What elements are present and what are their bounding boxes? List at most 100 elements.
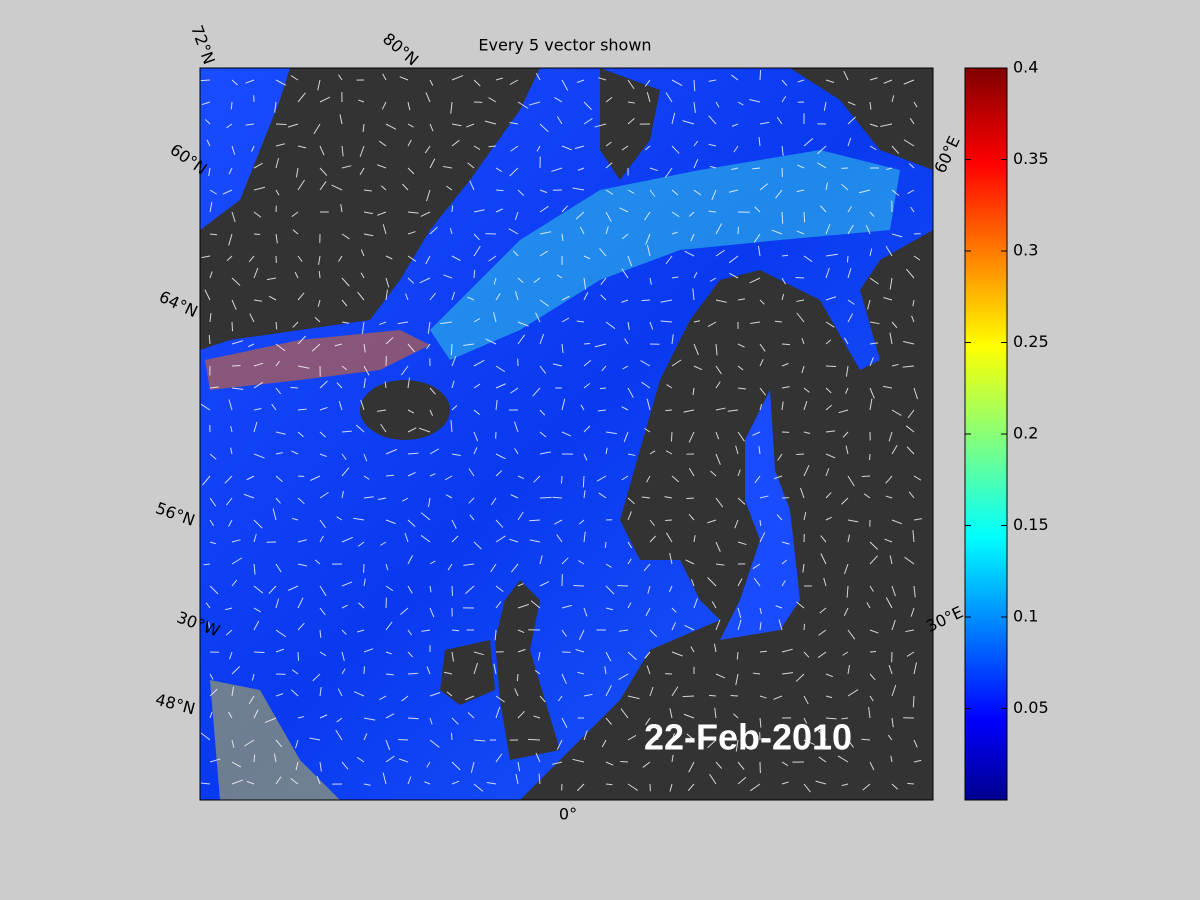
vector-arrow bbox=[868, 706, 871, 719]
vector-arrow bbox=[561, 673, 567, 684]
map-frame bbox=[199, 67, 934, 801]
vector-arrow bbox=[690, 646, 695, 653]
vector-arrow bbox=[621, 299, 629, 303]
vector-arrow bbox=[693, 79, 696, 92]
vector-arrow bbox=[493, 663, 497, 675]
vector-arrow bbox=[666, 384, 673, 389]
vector-arrow bbox=[495, 706, 501, 719]
vector-arrow bbox=[646, 398, 651, 411]
vector-arrow bbox=[737, 387, 747, 390]
vector-arrow bbox=[341, 629, 347, 635]
vector-arrow bbox=[644, 145, 651, 151]
vector-arrow bbox=[407, 519, 416, 528]
vector-arrow bbox=[733, 713, 739, 719]
vector-arrow bbox=[886, 167, 893, 171]
vector-arrow bbox=[363, 783, 371, 786]
vector-arrow bbox=[727, 409, 739, 412]
vector-arrow bbox=[846, 585, 849, 598]
vector-arrow bbox=[561, 398, 566, 411]
colorbar-scale bbox=[964, 67, 1008, 801]
vector-arrow bbox=[671, 276, 679, 279]
vector-arrow bbox=[759, 495, 769, 499]
vector-arrow bbox=[451, 139, 460, 147]
vector-arrow bbox=[905, 629, 915, 633]
vector-arrow bbox=[536, 145, 541, 152]
vector-arrow bbox=[621, 268, 629, 279]
vector-arrow bbox=[825, 296, 837, 301]
vector-arrow bbox=[429, 739, 440, 748]
vector-arrow bbox=[231, 387, 244, 390]
vector-arrow bbox=[795, 673, 805, 682]
vector-arrow bbox=[314, 316, 321, 323]
vector-arrow bbox=[671, 231, 678, 235]
vector-arrow bbox=[803, 651, 810, 658]
vector-arrow bbox=[847, 664, 850, 675]
vector-arrow bbox=[577, 783, 585, 792]
vector-arrow bbox=[451, 75, 464, 81]
vector-arrow bbox=[535, 72, 541, 81]
vector-arrow bbox=[247, 343, 255, 348]
vector-arrow bbox=[451, 535, 459, 543]
current-band bbox=[210, 680, 340, 800]
vector-arrow bbox=[671, 189, 679, 196]
vector-arrow bbox=[358, 99, 365, 103]
vector-arrow bbox=[485, 338, 497, 345]
vector-arrow bbox=[473, 245, 481, 257]
vector-arrow bbox=[803, 431, 811, 434]
vector-arrow bbox=[604, 666, 607, 675]
vector-arrow bbox=[463, 343, 475, 347]
vector-arrow bbox=[777, 453, 783, 461]
vector-arrow bbox=[823, 101, 827, 111]
vector-arrow bbox=[447, 563, 453, 571]
vector-arrow bbox=[627, 511, 632, 521]
vector-arrow bbox=[618, 673, 629, 680]
vector-arrow bbox=[572, 758, 585, 763]
vector-arrow bbox=[737, 619, 742, 631]
vector-arrow bbox=[231, 299, 237, 310]
vector-arrow bbox=[539, 409, 546, 416]
vector-arrow bbox=[598, 77, 607, 81]
vector-arrow bbox=[341, 761, 349, 770]
vector-arrow bbox=[847, 519, 859, 523]
vector-arrow bbox=[869, 555, 879, 565]
vector-arrow bbox=[605, 211, 612, 222]
vector-arrow bbox=[513, 250, 519, 257]
vector-arrow bbox=[399, 76, 409, 81]
vector-arrow bbox=[903, 340, 915, 345]
vector-arrow bbox=[226, 255, 233, 262]
vector-arrow bbox=[266, 277, 277, 281]
vector-arrow bbox=[627, 321, 630, 331]
vector-arrow bbox=[309, 737, 321, 741]
vector-arrow bbox=[605, 321, 616, 330]
vector-arrow bbox=[600, 277, 607, 285]
vector-arrow bbox=[803, 137, 814, 147]
vector-arrow bbox=[623, 431, 629, 443]
vector-arrow bbox=[229, 651, 233, 660]
vector-arrow bbox=[360, 399, 365, 411]
vector-arrow bbox=[869, 629, 879, 634]
vector-arrow bbox=[554, 96, 563, 103]
vector-arrow bbox=[231, 277, 241, 286]
vector-arrow bbox=[319, 651, 327, 657]
vector-arrow bbox=[530, 600, 541, 609]
vector-arrow bbox=[473, 233, 480, 241]
vector-arrow bbox=[644, 427, 651, 433]
vector-arrow bbox=[426, 761, 431, 768]
vector-arrow bbox=[759, 359, 764, 367]
vector-arrow bbox=[297, 431, 304, 438]
vector-arrow bbox=[313, 123, 321, 135]
vector-arrow bbox=[451, 453, 461, 456]
vector-arrow bbox=[708, 694, 717, 697]
vector-arrow bbox=[517, 761, 521, 772]
vector-arrow bbox=[825, 516, 832, 521]
vector-arrow bbox=[820, 205, 827, 213]
vector-arrow bbox=[561, 145, 572, 151]
vector-arrow bbox=[206, 139, 211, 147]
vector-arrow bbox=[517, 603, 529, 609]
vector-arrow bbox=[644, 79, 651, 87]
vector-arrow bbox=[451, 123, 462, 127]
vector-arrow bbox=[514, 448, 519, 455]
vector-arrow bbox=[710, 470, 717, 477]
vector-arrow bbox=[209, 189, 217, 195]
vector-arrow bbox=[621, 233, 629, 240]
